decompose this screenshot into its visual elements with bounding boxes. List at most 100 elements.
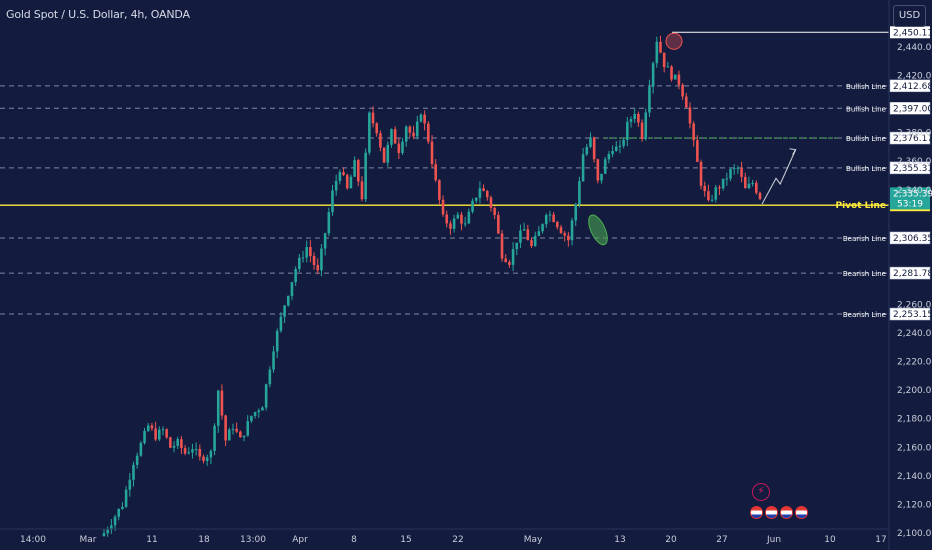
candle-body: [371, 112, 375, 124]
candle-body: [228, 429, 231, 441]
candle-body: [419, 114, 423, 122]
support-oval-marker: [588, 214, 608, 246]
x-tick-label: 18: [198, 535, 210, 545]
candle-body: [614, 146, 618, 152]
high-circle-marker: [665, 32, 683, 50]
candle-body: [415, 121, 419, 137]
candle-body: [349, 176, 353, 189]
level-price-label: 2,397.000: [893, 104, 932, 114]
y-tick-label: 2,440.000: [897, 43, 932, 53]
x-tick-label: Jun: [766, 535, 781, 545]
candle-body: [279, 316, 283, 331]
x-tick-label: Apr: [292, 535, 308, 545]
candle-body: [747, 183, 751, 189]
candle-body: [688, 107, 692, 124]
y-tick-label: 2,220.000: [897, 357, 932, 367]
candle-body: [474, 197, 478, 201]
candle-body: [412, 132, 415, 137]
time-axis: 14:00 Mar 11 18 13:00 Apr 8 15 22 May 13 20 27 Jun 10 1…: [0, 528, 889, 545]
candle-body: [456, 214, 460, 219]
candle-body: [533, 236, 537, 246]
lightning-icon[interactable]: ⚡: [752, 483, 770, 501]
candle-body: [368, 112, 371, 153]
candle-body: [740, 167, 743, 177]
candle-body: [375, 123, 379, 134]
overlays: [588, 148, 797, 246]
candle-body: [323, 233, 327, 249]
candle-body: [482, 188, 485, 191]
level-price-box: [889, 102, 931, 115]
candle-body: [401, 141, 404, 153]
level-price-box: [889, 131, 931, 145]
candle-body: [699, 161, 703, 186]
candle-body: [592, 137, 596, 160]
candle-body: [449, 223, 452, 229]
candle-body: [250, 415, 253, 422]
candle-body: [143, 430, 146, 443]
candle-body: [548, 214, 552, 216]
y-tick-label: 2,180.000: [897, 415, 932, 425]
x-tick-label: 10: [824, 535, 836, 545]
candle-body: [729, 168, 732, 179]
pivot-line-label: Pivot Line: [836, 201, 887, 211]
level-price-label: 2,412.684: [893, 82, 932, 92]
candle-body: [275, 330, 279, 352]
level-price-box: [889, 266, 931, 280]
candle-body: [272, 351, 275, 370]
candle-body: [637, 113, 640, 123]
candle-body: [589, 137, 592, 147]
candle-body: [648, 86, 651, 113]
level-price-label: 2,355.314: [893, 164, 932, 174]
candle-body: [165, 429, 168, 438]
candle-body: [544, 215, 548, 225]
candle-body: [696, 140, 699, 162]
candle-body: [390, 129, 393, 145]
candle-body: [629, 119, 633, 122]
y-tick-label: 2,240.000: [897, 329, 932, 339]
candle-body: [434, 164, 437, 181]
us-flag-icon[interactable]: [765, 506, 778, 519]
candle-body: [445, 214, 449, 224]
candle-body: [132, 464, 135, 480]
us-flag-icon[interactable]: [795, 506, 808, 519]
candle-body: [673, 74, 677, 80]
candle-body: [530, 240, 533, 246]
us-flag-icon[interactable]: [780, 506, 793, 519]
candle-body: [666, 66, 670, 68]
candle-body: [541, 224, 544, 232]
candle-body: [220, 390, 224, 416]
candle-body: [732, 168, 736, 170]
candle-body: [471, 200, 474, 212]
candle-body: [393, 129, 397, 144]
candle-body: [721, 178, 725, 189]
candle-body: [441, 199, 445, 215]
candle-body: [570, 220, 574, 241]
chart-title: Gold Spot / U.S. Dollar, 4h, OANDA: [6, 8, 190, 21]
us-flag-icon[interactable]: [750, 506, 763, 519]
x-tick-label: 27: [716, 535, 727, 545]
x-tick-label: 22: [452, 535, 463, 545]
level-price-label: 2,281.785: [893, 269, 932, 279]
candle-body: [463, 223, 467, 225]
candle-body: [622, 139, 625, 146]
level-price-box: [889, 161, 931, 175]
currency-button[interactable]: USD: [893, 5, 926, 27]
candle-body: [755, 182, 758, 193]
candle-body: [106, 529, 109, 534]
events-strip[interactable]: [750, 506, 808, 519]
candle-body: [128, 479, 132, 490]
candle-body: [611, 151, 614, 155]
candle-body: [331, 190, 334, 213]
candle-body: [253, 412, 257, 416]
candle-body: [626, 121, 629, 140]
x-tick-label: 13: [614, 535, 625, 545]
candle-body: [743, 176, 747, 189]
candle-body: [585, 146, 589, 155]
x-tick-label: 13:00: [240, 535, 266, 545]
forecast-arrow: [761, 149, 797, 205]
candle-body: [312, 255, 316, 265]
candle-body: [301, 257, 305, 259]
candle-body: [239, 431, 242, 438]
candle-body: [283, 305, 286, 317]
